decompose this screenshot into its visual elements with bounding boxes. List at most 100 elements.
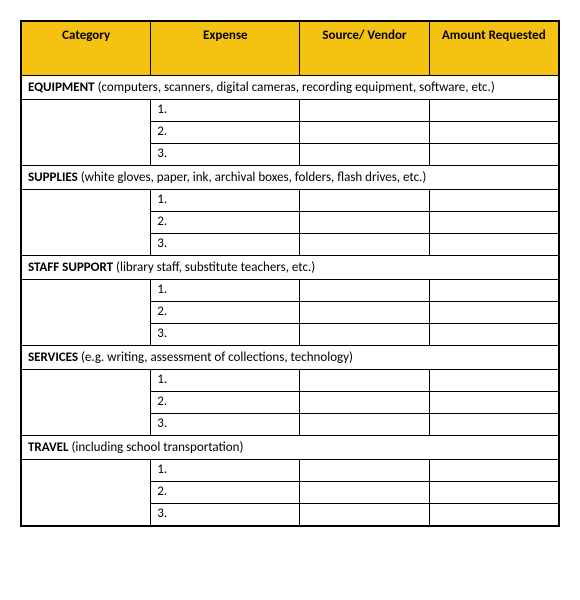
category-blank-cell — [22, 212, 151, 234]
table-row: 2. — [22, 302, 559, 324]
section-title-cell: TRAVEL (including school transportation) — [22, 436, 559, 460]
amount-requested-cell[interactable] — [429, 234, 558, 256]
amount-requested-cell[interactable] — [429, 460, 558, 482]
section-header: SUPPLIES (white gloves, paper, ink, arch… — [22, 166, 559, 190]
section-title: EQUIPMENT — [28, 80, 95, 95]
table-row: 3. — [22, 504, 559, 526]
table-row: 2. — [22, 122, 559, 144]
expense-cell[interactable]: 2. — [151, 392, 300, 414]
amount-requested-cell[interactable] — [429, 100, 558, 122]
expense-cell[interactable]: 3. — [151, 234, 300, 256]
expense-cell[interactable]: 2. — [151, 302, 300, 324]
expense-cell[interactable]: 3. — [151, 144, 300, 166]
budget-table-container: CategoryExpenseSource/ VendorAmount Requ… — [20, 20, 560, 527]
category-blank-cell — [22, 324, 151, 346]
table-header: CategoryExpenseSource/ VendorAmount Requ… — [22, 22, 559, 76]
category-blank-cell — [22, 392, 151, 414]
table-row: 1. — [22, 280, 559, 302]
amount-requested-cell[interactable] — [429, 414, 558, 436]
category-blank-cell — [22, 144, 151, 166]
expense-cell[interactable]: 3. — [151, 324, 300, 346]
section-title: STAFF SUPPORT — [28, 260, 113, 275]
header-col-0: Category — [22, 22, 151, 76]
budget-table: CategoryExpenseSource/ VendorAmount Requ… — [21, 21, 559, 526]
section-title-cell: SERVICES (e.g. writing, assessment of co… — [22, 346, 559, 370]
section-title-cell: EQUIPMENT (computers, scanners, digital … — [22, 76, 559, 100]
expense-cell[interactable]: 2. — [151, 212, 300, 234]
table-row: 3. — [22, 414, 559, 436]
category-blank-cell — [22, 482, 151, 504]
expense-cell[interactable]: 1. — [151, 370, 300, 392]
amount-requested-cell[interactable] — [429, 144, 558, 166]
table-row: 1. — [22, 460, 559, 482]
section-title-cell: SUPPLIES (white gloves, paper, ink, arch… — [22, 166, 559, 190]
table-row: 1. — [22, 190, 559, 212]
section-header: STAFF SUPPORT (library staff, substitute… — [22, 256, 559, 280]
source-vendor-cell[interactable] — [300, 370, 429, 392]
amount-requested-cell[interactable] — [429, 280, 558, 302]
section-title: TRAVEL — [28, 440, 69, 455]
header-col-3: Amount Requested — [429, 22, 558, 76]
source-vendor-cell[interactable] — [300, 482, 429, 504]
amount-requested-cell[interactable] — [429, 482, 558, 504]
source-vendor-cell[interactable] — [300, 324, 429, 346]
amount-requested-cell[interactable] — [429, 122, 558, 144]
section-description: (library staff, substitute teachers, etc… — [113, 260, 315, 275]
section-title: SUPPLIES — [28, 170, 78, 185]
section-description: (including school transportation) — [69, 440, 244, 455]
source-vendor-cell[interactable] — [300, 212, 429, 234]
table-row: 1. — [22, 100, 559, 122]
section-header: TRAVEL (including school transportation) — [22, 436, 559, 460]
amount-requested-cell[interactable] — [429, 302, 558, 324]
category-blank-cell — [22, 100, 151, 122]
category-blank-cell — [22, 460, 151, 482]
source-vendor-cell[interactable] — [300, 190, 429, 212]
expense-cell[interactable]: 1. — [151, 100, 300, 122]
amount-requested-cell[interactable] — [429, 212, 558, 234]
section-header: EQUIPMENT (computers, scanners, digital … — [22, 76, 559, 100]
expense-cell[interactable]: 1. — [151, 190, 300, 212]
expense-cell[interactable]: 2. — [151, 482, 300, 504]
source-vendor-cell[interactable] — [300, 504, 429, 526]
expense-cell[interactable]: 3. — [151, 414, 300, 436]
section-title-cell: STAFF SUPPORT (library staff, substitute… — [22, 256, 559, 280]
amount-requested-cell[interactable] — [429, 324, 558, 346]
category-blank-cell — [22, 504, 151, 526]
section-header: SERVICES (e.g. writing, assessment of co… — [22, 346, 559, 370]
table-row: 2. — [22, 212, 559, 234]
header-col-2: Source/ Vendor — [300, 22, 429, 76]
category-blank-cell — [22, 234, 151, 256]
section-description: (white gloves, paper, ink, archival boxe… — [78, 170, 427, 185]
source-vendor-cell[interactable] — [300, 144, 429, 166]
amount-requested-cell[interactable] — [429, 190, 558, 212]
expense-cell[interactable]: 1. — [151, 460, 300, 482]
amount-requested-cell[interactable] — [429, 392, 558, 414]
source-vendor-cell[interactable] — [300, 414, 429, 436]
source-vendor-cell[interactable] — [300, 302, 429, 324]
section-description: (computers, scanners, digital cameras, r… — [95, 80, 495, 95]
section-description: (e.g. writing, assessment of collections… — [78, 350, 353, 365]
category-blank-cell — [22, 370, 151, 392]
source-vendor-cell[interactable] — [300, 460, 429, 482]
source-vendor-cell[interactable] — [300, 280, 429, 302]
source-vendor-cell[interactable] — [300, 392, 429, 414]
amount-requested-cell[interactable] — [429, 504, 558, 526]
expense-cell[interactable]: 1. — [151, 280, 300, 302]
source-vendor-cell[interactable] — [300, 234, 429, 256]
table-row: 3. — [22, 234, 559, 256]
table-body: EQUIPMENT (computers, scanners, digital … — [22, 76, 559, 526]
category-blank-cell — [22, 280, 151, 302]
category-blank-cell — [22, 190, 151, 212]
table-row: 3. — [22, 324, 559, 346]
source-vendor-cell[interactable] — [300, 100, 429, 122]
expense-cell[interactable]: 3. — [151, 504, 300, 526]
table-row: 3. — [22, 144, 559, 166]
header-col-1: Expense — [151, 22, 300, 76]
category-blank-cell — [22, 122, 151, 144]
category-blank-cell — [22, 302, 151, 324]
category-blank-cell — [22, 414, 151, 436]
amount-requested-cell[interactable] — [429, 370, 558, 392]
source-vendor-cell[interactable] — [300, 122, 429, 144]
table-row: 2. — [22, 392, 559, 414]
expense-cell[interactable]: 2. — [151, 122, 300, 144]
